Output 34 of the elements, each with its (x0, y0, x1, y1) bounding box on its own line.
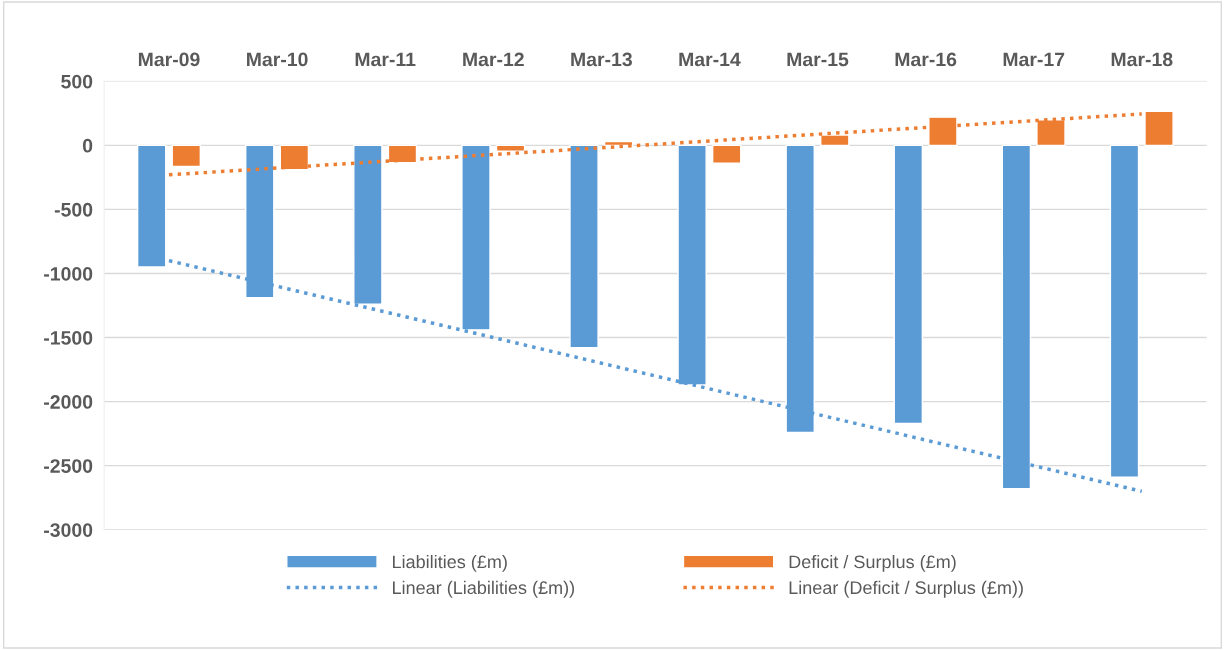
x-tick-label: Mar-09 (138, 52, 200, 67)
legend-label: Deficit / Surplus (£m) (789, 554, 956, 572)
x-tick-label: Mar-15 (787, 52, 849, 67)
x-tick-label: Mar-18 (1111, 52, 1173, 67)
bar (495, 144, 526, 152)
legend-label: Linear (Liabilities (£m)) (393, 580, 575, 598)
x-tick-label: Mar-12 (463, 52, 524, 67)
x-tick-label: Mar-13 (571, 52, 632, 67)
y-tick-label: 0 (82, 138, 93, 153)
y-tick-label: -2500 (44, 459, 93, 473)
x-tick-label: Mar-10 (247, 52, 308, 67)
bar (279, 144, 310, 171)
bar (711, 144, 742, 164)
x-tick-label: Mar-16 (895, 52, 957, 67)
bar (136, 144, 167, 268)
legend-label: Liabilities (£m) (393, 554, 507, 572)
x-tick-label: Mar-17 (1003, 52, 1065, 67)
y-tick-label: -2000 (44, 395, 93, 409)
bar (171, 144, 202, 168)
bar (1144, 110, 1174, 147)
y-tick-label: -3000 (44, 523, 93, 538)
y-tick-label: 500 (61, 74, 93, 89)
x-tick-label: Mar-14 (679, 52, 741, 67)
y-tick-label: -1000 (44, 266, 93, 281)
y-tick-label: -500 (54, 202, 93, 217)
bar (928, 116, 958, 147)
bar (1109, 144, 1140, 478)
bar (893, 144, 924, 425)
bar (820, 134, 850, 147)
bar (1036, 118, 1066, 147)
x-tick-label: Mar-11 (355, 52, 416, 67)
y-tick-label: -1500 (44, 331, 93, 345)
legend-label: Linear (Deficit / Surplus (£m)) (789, 580, 1023, 598)
bar (569, 144, 599, 349)
